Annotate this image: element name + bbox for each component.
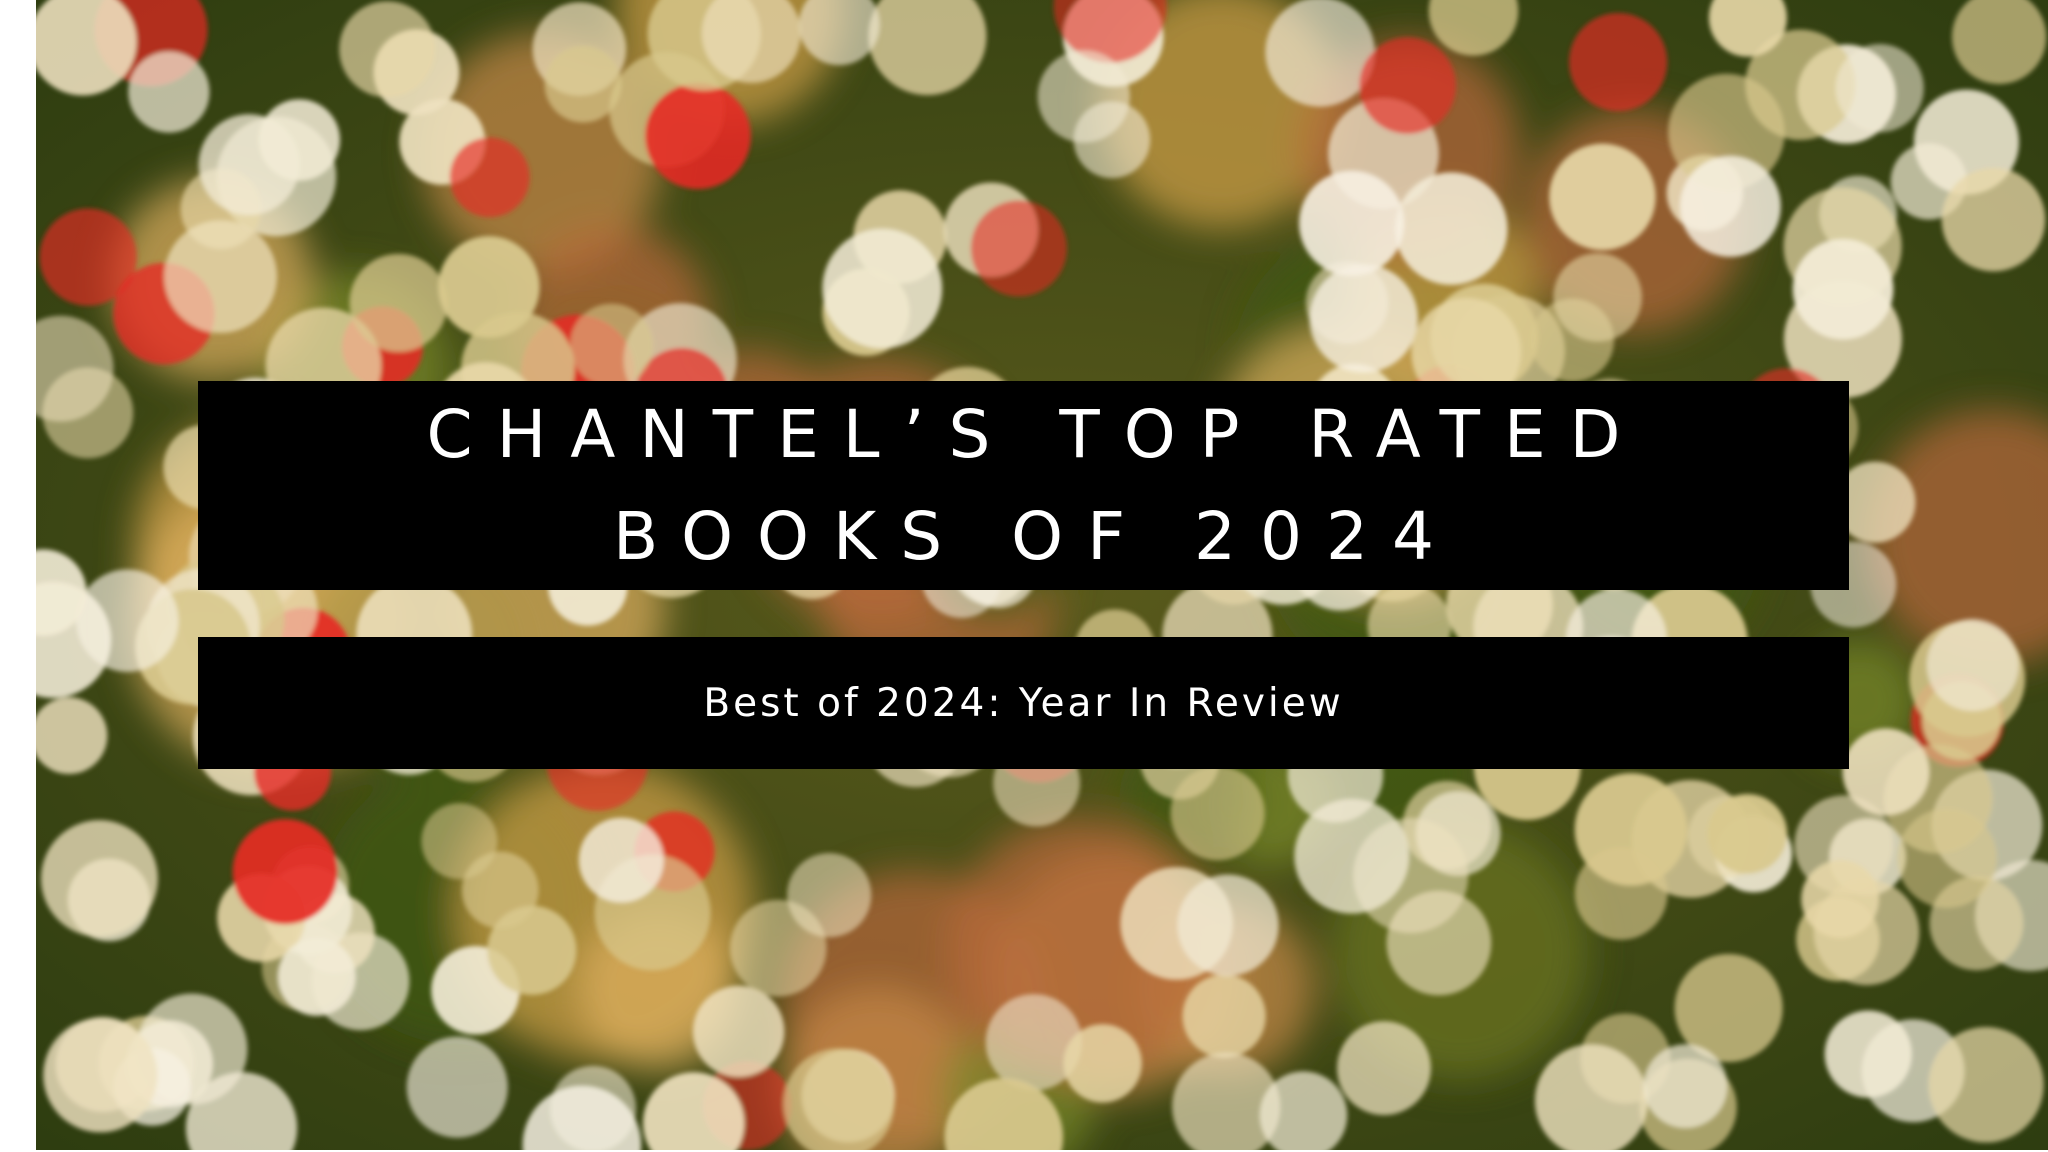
bokeh-light — [36, 549, 87, 636]
bokeh-light — [1294, 798, 1410, 914]
bokeh-light — [1172, 1052, 1281, 1150]
bokeh-light — [1842, 728, 1930, 816]
bokeh-light — [1177, 874, 1279, 977]
bokeh-light — [578, 817, 664, 903]
bokeh-light — [349, 253, 448, 352]
bokeh-light — [1941, 167, 2046, 272]
bokeh-light — [41, 820, 158, 938]
bokeh-light — [1411, 297, 1522, 408]
bokeh-light — [1309, 264, 1418, 373]
bokeh-light — [198, 114, 300, 216]
bokeh-light — [1668, 73, 1785, 191]
bokeh-light — [1574, 847, 1668, 940]
bokeh-light — [1299, 170, 1405, 276]
bokeh-light — [277, 937, 356, 1016]
bokeh-light — [76, 569, 179, 672]
bokeh-light — [1679, 155, 1781, 257]
bokeh-light — [1926, 618, 2019, 712]
bokeh-light — [522, 1085, 642, 1150]
bokeh-light — [985, 994, 1083, 1091]
bokeh-light — [1928, 1027, 2044, 1143]
bokeh-light — [1952, 0, 2047, 85]
bokeh-light — [1394, 172, 1508, 285]
bokeh-light — [970, 200, 1067, 297]
bokeh-light — [544, 45, 622, 123]
bokeh-light — [1337, 1021, 1431, 1116]
bokeh-light — [1824, 1010, 1912, 1098]
bokeh-light — [487, 905, 577, 995]
bokeh-light — [692, 985, 785, 1078]
bokeh-light — [701, 0, 801, 83]
bokeh-light — [36, 0, 137, 96]
bokeh-light — [1707, 793, 1788, 874]
bokeh-light — [1865, 409, 2048, 666]
bokeh-light — [1549, 143, 1656, 251]
bokeh-light — [1063, 1024, 1142, 1103]
bokeh-light — [1801, 860, 1880, 939]
title-banner: CHANTEL’S TOP RATED BOOKS OF 2024 — [198, 381, 1849, 590]
bokeh-light — [1674, 953, 1783, 1063]
bokeh-light — [406, 1036, 508, 1138]
bokeh-light — [449, 137, 530, 218]
bokeh-light — [822, 228, 943, 349]
bokeh-light — [1534, 1044, 1648, 1150]
bokeh-light — [128, 51, 210, 133]
bokeh-light — [645, 83, 751, 189]
bokeh-light — [1265, 0, 1375, 107]
bokeh-light — [1569, 12, 1668, 112]
bokeh-light — [232, 819, 338, 925]
bokeh-light — [1553, 252, 1642, 342]
bokeh-light — [1053, 0, 1167, 63]
bokeh-light — [36, 315, 114, 422]
bokeh-light — [1708, 0, 1787, 57]
subtitle: Best of 2024: Year In Review — [703, 680, 1344, 726]
bokeh-light — [1358, 37, 1456, 135]
bokeh-light — [1792, 238, 1894, 340]
bokeh-light — [339, 1, 436, 98]
bokeh-light — [1259, 1071, 1348, 1150]
bokeh-light — [787, 853, 872, 938]
bokeh-light — [783, 1048, 895, 1150]
bokeh-light — [1037, 50, 1130, 143]
bokeh-light — [643, 1072, 745, 1150]
subtitle-banner: Best of 2024: Year In Review — [198, 637, 1849, 769]
bokeh-light — [868, 0, 987, 96]
bokeh-light — [1835, 44, 1924, 133]
bokeh-light — [1182, 974, 1266, 1058]
bokeh-light — [43, 1018, 158, 1133]
bokeh-light — [1643, 1044, 1728, 1129]
bokeh-light — [1834, 461, 1916, 543]
bokeh-light — [944, 1078, 1064, 1150]
title-line: CHANTEL’S TOP RATED — [426, 395, 1645, 473]
bokeh-light — [570, 303, 654, 387]
bokeh-light — [798, 0, 880, 66]
bokeh-light — [1170, 765, 1265, 861]
title-line: BOOKS OF 2024 — [612, 497, 1459, 575]
bokeh-light — [421, 803, 498, 880]
bokeh-light — [164, 220, 277, 333]
bokeh-light — [36, 697, 108, 774]
bokeh-light — [1428, 0, 1519, 56]
bokeh-light — [39, 208, 137, 306]
